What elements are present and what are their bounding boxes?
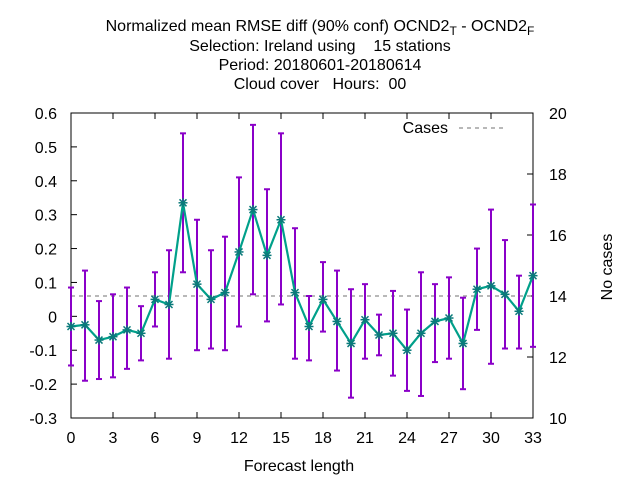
chart-title-line-1: Normalized mean RMSE diff (90% conf) OCN… <box>0 17 640 41</box>
data-point <box>108 332 118 342</box>
data-point <box>514 306 524 316</box>
x-tick-label: 9 <box>193 430 202 447</box>
data-point <box>318 294 328 304</box>
x-tick-label: 15 <box>272 430 290 447</box>
data-point <box>444 313 454 323</box>
data-point <box>346 338 356 348</box>
data-point <box>332 316 342 326</box>
data-point <box>500 289 510 299</box>
x-tick-label: 3 <box>109 430 118 447</box>
legend-label: Cases <box>403 120 448 137</box>
chart-title-line-3: Period: 20180601-20180614 <box>218 57 422 74</box>
y2-tick-label: 14 <box>549 289 567 306</box>
x-tick-label: 6 <box>151 430 160 447</box>
data-point <box>220 288 230 298</box>
data-point <box>206 294 216 304</box>
data-point <box>248 205 258 215</box>
x-tick-label: 21 <box>356 430 374 447</box>
y-tick-label: -0.1 <box>29 343 57 360</box>
chart-title-line-4: Cloud cover Hours: 00 <box>233 76 407 93</box>
x-tick-label: 12 <box>230 430 248 447</box>
y-tick-label: 0.4 <box>35 174 57 191</box>
y2-tick-label: 18 <box>549 167 567 184</box>
data-point <box>80 320 90 330</box>
y-tick-label: 0.2 <box>35 242 57 259</box>
data-point <box>150 294 160 304</box>
data-point <box>416 328 426 338</box>
title-subscript-f: F <box>527 24 535 39</box>
data-point <box>234 247 244 257</box>
data-point <box>178 198 188 208</box>
y-tick-label: 0.3 <box>35 208 57 225</box>
y2-tick-label: 16 <box>549 228 567 245</box>
y2-axis-label: No cases <box>599 234 616 301</box>
y2-tick-label: 10 <box>549 411 567 428</box>
x-tick-label: 33 <box>524 430 542 447</box>
data-point <box>458 338 468 348</box>
series-line <box>70 202 535 352</box>
data-point <box>304 322 314 331</box>
error-bars <box>68 123 536 399</box>
y2-tick-label: 20 <box>549 106 567 123</box>
data-point <box>164 299 174 309</box>
y2-tick-label: 12 <box>549 350 567 367</box>
legend: Cases <box>403 120 506 137</box>
x-tick-label: 27 <box>440 430 458 447</box>
data-point <box>276 215 286 225</box>
data-point <box>192 279 202 289</box>
series-markers <box>66 198 538 355</box>
data-point <box>122 325 132 335</box>
x-tick-label: 24 <box>398 430 416 447</box>
data-point <box>136 328 146 338</box>
tick-labels: 0 3 6 9 12 15 18 21 24 27 30 33 -0.3 -0.2 -0.1 0 0.1 0.2 0… <box>29 106 566 447</box>
title-prefix: Normalized mean RMSE diff (90% conf) OCN… <box>105 18 450 35</box>
data-point <box>374 330 384 340</box>
chart-title-line-2: Selection: Ireland using 15 stations <box>189 38 451 55</box>
y-tick-label: 0 <box>48 309 57 326</box>
data-point <box>360 315 370 325</box>
data-point <box>66 322 76 331</box>
y-tick-label: 0.1 <box>35 275 57 292</box>
y-tick-label: -0.3 <box>29 411 57 428</box>
x-tick-label: 18 <box>314 430 332 447</box>
title-mid: - OCND2 <box>456 18 528 35</box>
y-tick-label: -0.2 <box>29 377 57 394</box>
data-point <box>402 345 412 355</box>
data-point <box>528 271 538 281</box>
x-tick-label: 0 <box>67 430 76 447</box>
y-tick-label: 0.6 <box>35 106 57 123</box>
data-point <box>94 335 104 345</box>
y-tick-label: 0.5 <box>35 140 57 157</box>
data-point <box>472 284 482 294</box>
data-point <box>486 281 496 291</box>
x-axis-label: Forecast length <box>244 458 354 475</box>
data-point <box>430 316 440 326</box>
x-tick-label: 30 <box>482 430 500 447</box>
data-point <box>262 250 272 260</box>
data-point <box>290 288 300 298</box>
title-subscript-t: T <box>449 24 457 39</box>
series-line-layer <box>70 202 535 352</box>
data-point <box>388 328 398 338</box>
